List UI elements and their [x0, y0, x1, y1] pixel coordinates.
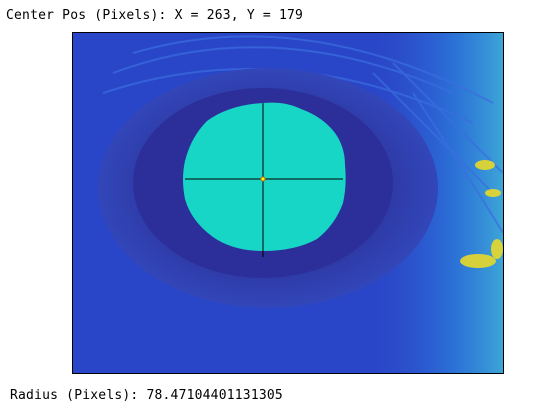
- radius-label-text: Radius (Pixels):: [10, 388, 139, 403]
- bright-highlights: [460, 160, 503, 268]
- eyelid-texture: [102, 35, 503, 234]
- center-y-label: Y =: [246, 8, 271, 23]
- eye-image: [73, 33, 503, 373]
- center-y-value: 179: [278, 8, 304, 23]
- pupil-region: [183, 102, 346, 251]
- center-position-readout: Center Pos (Pixels): X = 263, Y = 179: [6, 8, 304, 23]
- center-marker: [260, 176, 266, 182]
- radius-value: 78.47104401131305: [146, 388, 283, 403]
- eye-image-axes: [72, 32, 504, 374]
- center-x-value: 263: [206, 8, 231, 23]
- radius-readout: Radius (Pixels): 78.47104401131305: [10, 388, 283, 403]
- center-x-label: X =: [174, 8, 199, 23]
- center-pos-prefix: Center Pos (Pixels):: [6, 8, 167, 23]
